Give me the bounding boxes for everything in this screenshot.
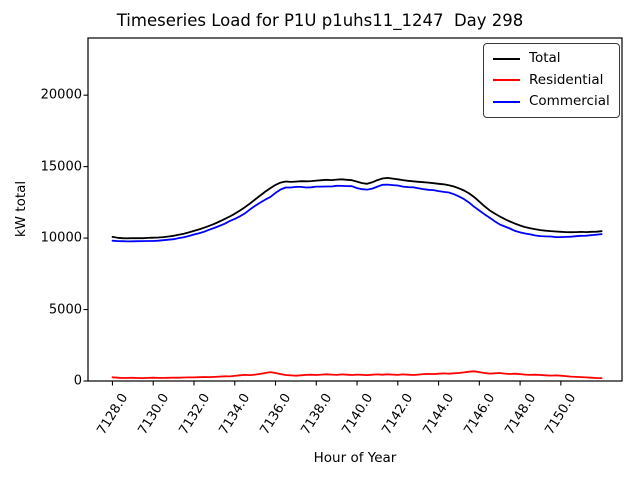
legend-entry-total: Total	[493, 50, 610, 67]
axes-frame	[87, 37, 623, 382]
chart-title: Timeseries Load for P1U p1uhs11_1247 Day…	[116, 11, 524, 30]
series-line-total	[111, 177, 603, 240]
legend-label: Residential	[529, 71, 604, 88]
legend: Total Residential Commercial	[483, 43, 620, 118]
y-tick-label: 0	[73, 373, 82, 389]
y-tick-label: 5000	[48, 302, 82, 318]
legend-label: Commercial	[529, 93, 610, 110]
legend-line-icon	[493, 100, 520, 103]
legend-label: Total	[529, 50, 561, 66]
legend-line-icon	[493, 79, 520, 82]
series-line-residential	[111, 370, 603, 379]
y-tick-label: 10000	[40, 230, 82, 246]
y-tick-label: 15000	[40, 159, 82, 175]
legend-line-icon	[493, 57, 520, 60]
legend-entry-residential: Residential	[493, 71, 610, 89]
legend-entry-commercial: Commercial	[493, 94, 610, 110]
series-line-commercial	[111, 183, 603, 243]
y-tick-label: 20000	[40, 87, 82, 103]
x-axis-label: Hour of Year	[313, 450, 397, 466]
